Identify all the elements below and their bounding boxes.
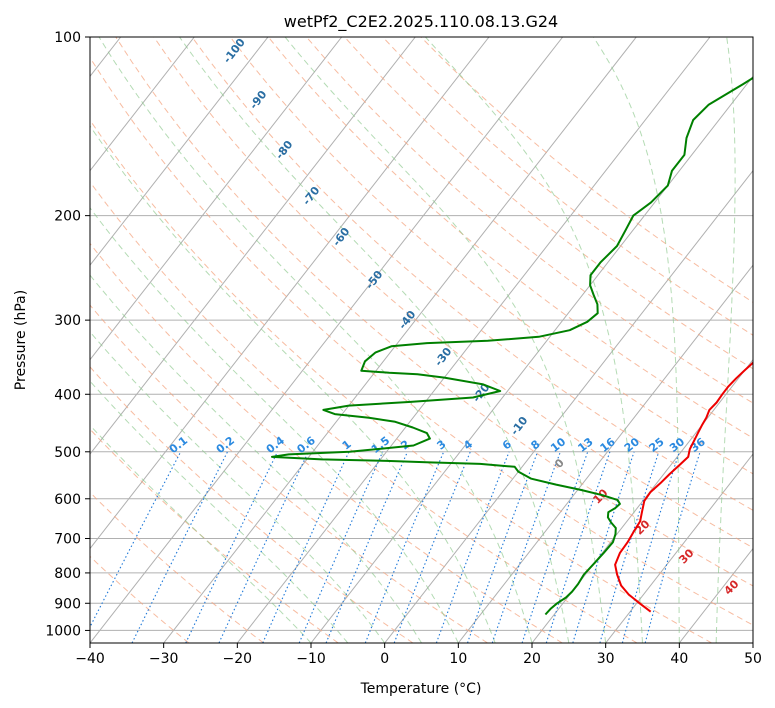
dry-adiabat-line — [90, 56, 753, 626]
y-axis-label: Pressure (hPa) — [13, 290, 29, 390]
isotherm-line — [90, 37, 416, 455]
chart-title: wetPf2_C2E2.2025.110.08.13.G24 — [284, 12, 558, 32]
dry-adiabat-line — [90, 555, 190, 643]
y-tick-label: 200 — [54, 209, 81, 225]
mixing-ratio-label: 4 — [461, 437, 475, 452]
isotherm-line — [90, 37, 269, 267]
x-tick-label: 40 — [670, 651, 688, 667]
y-tick-label: 1000 — [45, 623, 81, 639]
x-axis-label: Temperature (°C) — [360, 681, 482, 697]
dry-adiabat-line — [344, 37, 753, 370]
isotherm-label: -100 — [221, 36, 248, 66]
dry-adiabat-line — [115, 37, 753, 587]
mixing-ratio-line — [491, 451, 561, 643]
mixing-ratio-line — [545, 451, 611, 643]
moist-adiabat-line — [90, 274, 422, 643]
y-tick-label: 300 — [54, 313, 81, 329]
isotherm-line — [384, 169, 753, 643]
isotherm-line — [163, 37, 637, 643]
isotherm-line — [605, 453, 753, 643]
y-tick-label: 800 — [54, 566, 81, 582]
isotherm-label: -90 — [247, 88, 270, 112]
isotherm-line — [90, 37, 564, 643]
mixing-ratio-line — [262, 451, 350, 643]
dry-adiabat-line — [153, 37, 753, 549]
y-tick-label: 700 — [54, 532, 81, 548]
isotherm-line — [457, 264, 753, 643]
moist-adiabat-line — [592, 37, 680, 643]
isotherm-line — [236, 37, 711, 643]
moist-adiabat-line — [425, 37, 643, 643]
mixing-ratio-line — [298, 451, 384, 643]
moist-adiabat-line — [90, 424, 312, 643]
mixing-ratio-line — [521, 451, 589, 643]
mixing-ratio-line — [572, 451, 635, 643]
dry-adiabat-line — [90, 242, 563, 643]
moist-adiabat-line — [284, 37, 607, 643]
mixing-ratio-label: 0.4 — [264, 434, 288, 456]
isotherm-line — [90, 37, 343, 361]
mixing-ratio-line — [599, 451, 660, 643]
mixing-ratio-line — [90, 451, 182, 629]
isotherm-label: 30 — [677, 546, 697, 566]
isotherm-line — [90, 37, 490, 550]
x-tick-label: 0 — [380, 651, 389, 667]
y-tick-label: 400 — [54, 387, 81, 403]
mixing-ratio-line — [621, 451, 680, 643]
dry-adiabat-line — [191, 37, 753, 511]
y-tick-label: 900 — [54, 596, 81, 612]
mixing-ratio-line — [325, 451, 409, 643]
moist-adiabat-line — [715, 37, 736, 643]
moist-adiabat-line — [90, 331, 386, 643]
isotherm-label: 40 — [722, 577, 742, 597]
temperature-profile-line — [614, 361, 753, 613]
mixing-ratio-line — [131, 451, 228, 643]
mixing-ratio-line — [466, 451, 539, 643]
mixing-ratio-line — [364, 451, 445, 643]
mixing-ratio-line — [435, 451, 510, 643]
x-tick-label: 20 — [523, 651, 541, 667]
x-tick-label: −40 — [75, 651, 105, 667]
y-tick-label: 100 — [54, 30, 81, 46]
mixing-ratio-label: 1.5 — [369, 434, 392, 456]
isotherm-line — [752, 642, 753, 643]
mixing-ratio-label: 8 — [529, 438, 543, 453]
x-tick-label: −10 — [296, 651, 326, 667]
x-tick-label: −30 — [149, 651, 179, 667]
x-tick-label: 30 — [597, 651, 615, 667]
dry-adiabat-line — [90, 491, 264, 643]
moist-adiabat-line — [98, 37, 533, 643]
isotherm-line — [531, 358, 753, 643]
dewpoint-profile-line — [271, 76, 753, 616]
mixing-ratio-line — [644, 451, 701, 643]
isotherm-label: -60 — [330, 225, 353, 249]
isotherm-line — [90, 37, 195, 172]
mixing-ratio-label: 0.1 — [167, 434, 190, 456]
dry-adiabat-line — [267, 37, 753, 439]
x-tick-label: 10 — [449, 651, 467, 667]
isotherm-label: -40 — [396, 308, 419, 332]
dry-adiabat-line — [90, 304, 488, 643]
dry-adiabat-line — [229, 37, 753, 475]
y-tick-label: 500 — [54, 445, 81, 461]
isotherm-line — [310, 75, 753, 643]
plot-frame — [89, 36, 754, 644]
dry-adiabat-line — [420, 37, 753, 303]
dry-adiabat-line — [90, 428, 339, 643]
x-tick-label: 50 — [744, 651, 762, 667]
dry-adiabat-line — [90, 366, 414, 643]
x-tick-label: −20 — [223, 651, 253, 667]
isotherm-label: -10 — [508, 414, 531, 438]
moist-adiabat-line — [90, 125, 496, 643]
mixing-ratio-line — [185, 451, 278, 643]
dry-adiabat-line — [382, 37, 753, 336]
y-tick-label: 600 — [54, 492, 81, 508]
dry-adiabat-line — [90, 119, 712, 643]
dry-adiabat-line — [90, 181, 638, 643]
mixing-ratio-line — [393, 451, 471, 643]
dry-adiabat-line — [306, 37, 753, 404]
